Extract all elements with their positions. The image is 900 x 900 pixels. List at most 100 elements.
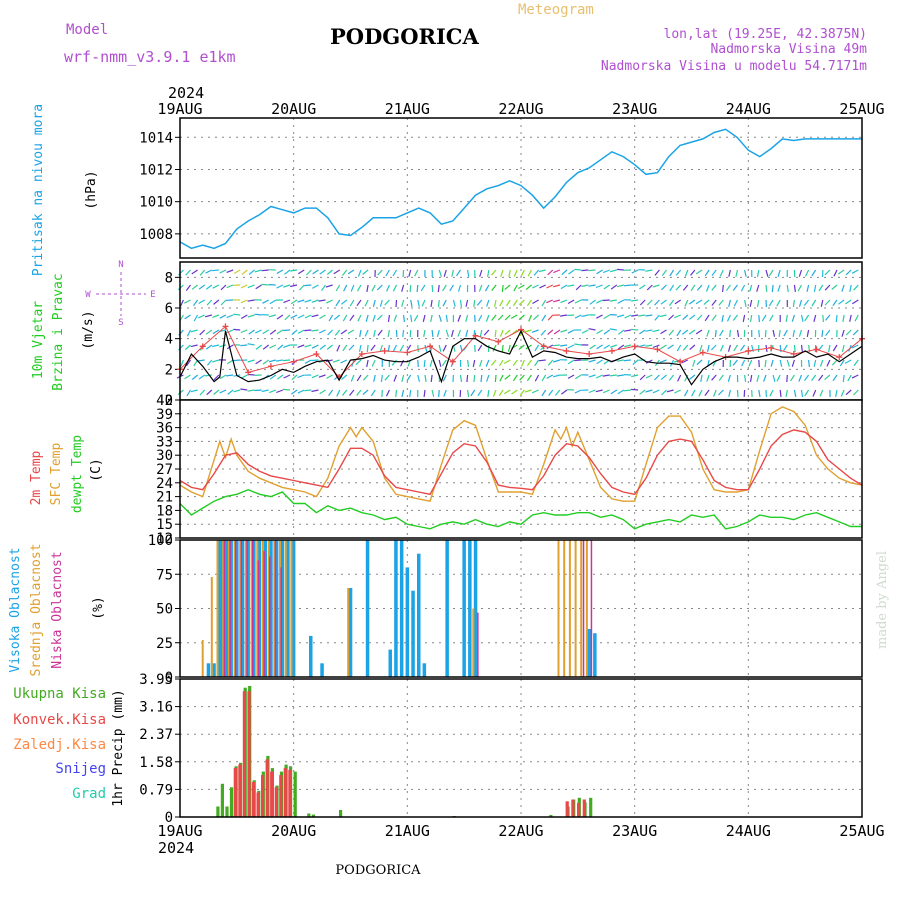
temp-ytick-label: 18 [156, 503, 173, 519]
wind-arrow [609, 269, 617, 273]
wind-arrow [290, 269, 298, 272]
wind-arrow [638, 314, 646, 317]
wind-arrow [756, 269, 760, 278]
wind-arrow [727, 374, 731, 382]
temp-ytick-label: 24 [156, 476, 173, 492]
wind-arrow [851, 344, 859, 349]
wind-arrow [401, 374, 405, 382]
wind-arrow [409, 284, 412, 293]
wind-arrow [652, 329, 660, 333]
wind-arrow [304, 389, 312, 392]
wind-arrow [321, 284, 326, 292]
wind-arrow [711, 284, 717, 291]
cloud-high-bar [320, 663, 324, 677]
wind-arrow [719, 344, 724, 352]
wind-arrow [618, 329, 625, 335]
wind-arrow [283, 284, 291, 288]
wind-arrow [400, 359, 405, 367]
wind-arrow [704, 314, 710, 322]
wind-arrow [654, 299, 660, 306]
wind-arrow [490, 269, 497, 276]
wind-arrow [841, 329, 845, 337]
cloud-low-bar [582, 540, 585, 677]
wind-arrow [492, 344, 497, 352]
wind-arrow [546, 299, 554, 304]
cloud-mid-bar [201, 640, 204, 677]
wind-arrow [507, 344, 511, 352]
wind-arrow [410, 314, 413, 322]
wind-arrow [197, 359, 205, 362]
wind-arrow [268, 314, 276, 318]
wind-arrow [698, 389, 703, 397]
wind-arrow [851, 269, 859, 274]
wind-arrow [487, 389, 490, 397]
wind-arrow [638, 344, 646, 348]
wind-arrow [588, 359, 596, 363]
wind-arrow [581, 329, 589, 334]
wind-arrow [526, 374, 532, 382]
cloud-high-bar [365, 540, 370, 677]
precip-convective-bar [283, 768, 287, 817]
wind-arrow [240, 314, 248, 320]
wind-arrow [732, 359, 738, 366]
wind-arrow [541, 314, 547, 322]
wind-arrow [282, 359, 291, 362]
wind-arrow [431, 389, 435, 397]
wind-arrow [639, 389, 646, 395]
wind-arrow [226, 314, 234, 319]
wind-arrow [676, 344, 682, 352]
wind-arrow [414, 269, 419, 277]
wind-arrow [401, 299, 405, 307]
wind-arrow [406, 374, 412, 382]
wind-arrow [319, 269, 326, 275]
wind-arrow [718, 299, 724, 306]
wind-arrow [813, 314, 817, 322]
precip-convective-bar [242, 691, 246, 817]
temp-ytick-label: 42 [156, 393, 173, 409]
wind-arrow [392, 344, 398, 352]
wind-arrow [595, 389, 603, 393]
wind-arrow [511, 389, 518, 395]
wind-arrow [623, 359, 632, 362]
wind-arrow [212, 284, 220, 289]
wind-arrow [438, 389, 440, 398]
wind-arrow [674, 299, 682, 305]
temp-ylabel-2: SFC Temp [49, 443, 64, 506]
wind-arrow [376, 284, 383, 291]
wind-arrow [546, 284, 554, 289]
model-elevation-text: Nadmorska Visina u modelu 54.7171m [601, 59, 867, 74]
wind-arrow [741, 359, 746, 367]
wind-arrow [442, 374, 447, 382]
wind-arrow [347, 269, 355, 275]
cloud-high-bar [286, 540, 290, 677]
cloud-low-bar [269, 556, 271, 677]
top-year: 2024 [168, 84, 204, 102]
cloud-high-bar [226, 540, 230, 677]
wind-arrow [364, 329, 369, 337]
wind-arrow [632, 359, 639, 366]
wind-arrow [793, 284, 796, 292]
wind-arrow [213, 374, 220, 381]
wind-arrow [518, 284, 525, 290]
compass-e: E [150, 290, 155, 300]
wind-arrow [437, 299, 440, 308]
wind-arrow [199, 389, 206, 396]
wind-arrow [504, 329, 511, 336]
wind-arrow [668, 329, 675, 336]
wind-arrow [379, 299, 383, 307]
wind-arrow [284, 269, 291, 275]
wind-arrow [778, 329, 781, 337]
wind-arrow [387, 314, 390, 322]
wind-arrow [547, 314, 554, 321]
wind-arrow [588, 269, 596, 272]
city-title: PODGORICA [330, 24, 480, 49]
cloud-high-bar [587, 629, 591, 677]
wind-gust-marker [654, 346, 661, 353]
wind-arrow [783, 329, 788, 337]
wind-arrow [849, 314, 852, 322]
cloud-high-bar [422, 663, 427, 677]
cloud-low-bar [590, 540, 593, 677]
wind-arrow [837, 269, 845, 275]
wind-gust-marker [699, 349, 706, 356]
wind-arrow [711, 299, 717, 306]
